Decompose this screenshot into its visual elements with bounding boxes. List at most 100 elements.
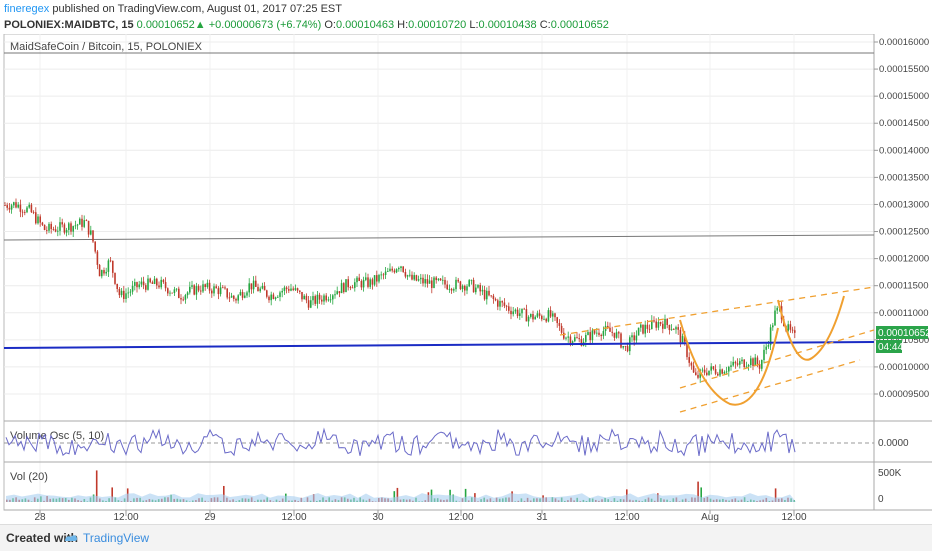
candle-body <box>565 338 567 339</box>
candle-body <box>754 358 756 366</box>
candle-body <box>633 335 635 340</box>
candle-body <box>325 296 327 301</box>
candle-body <box>528 317 530 322</box>
candle-body <box>50 224 52 229</box>
published-text: published on TradingView.com, August 01,… <box>52 3 342 15</box>
candle-body <box>431 280 433 287</box>
candle-body <box>559 323 561 326</box>
candle-body <box>134 282 136 286</box>
candle-body <box>746 367 748 368</box>
candle-body <box>277 297 279 298</box>
candle-body <box>334 294 336 295</box>
candle-body <box>66 230 68 233</box>
candle-body <box>347 279 349 287</box>
chart-area[interactable]: MaidSafeCoin / Bitcoin, 15, POLONIEX Vol… <box>0 34 932 529</box>
candle-body <box>424 279 426 283</box>
candle-body <box>790 324 792 329</box>
candle-body <box>345 279 347 292</box>
plot-frame <box>4 34 874 510</box>
candle-body <box>42 223 44 225</box>
y-tick-label: 0.00013500 <box>879 172 929 183</box>
candle-body <box>35 212 37 223</box>
candle-body <box>578 338 580 339</box>
candle-body <box>4 205 6 206</box>
candle-body <box>59 222 61 231</box>
candle-body <box>523 309 525 310</box>
candle-body <box>708 371 710 375</box>
candle-body <box>145 285 147 290</box>
candle-body <box>231 296 233 298</box>
volume-osc-legend: Volume Osc (5, 10) <box>10 430 104 442</box>
vol-axis-0: 0 <box>878 494 884 505</box>
candle-body <box>314 296 316 304</box>
candle-body <box>176 289 178 290</box>
candle-body <box>383 274 385 275</box>
up-arrow-icon: ▲ <box>195 19 206 31</box>
candle-body <box>616 332 618 338</box>
candle-body <box>229 297 231 298</box>
candle-body <box>24 212 26 213</box>
candle-body <box>237 295 239 300</box>
candle-body <box>675 327 677 329</box>
candle-body <box>585 335 587 342</box>
pair-legend: MaidSafeCoin / Bitcoin, 15, POLONIEX <box>10 41 203 53</box>
candle-body <box>266 290 268 296</box>
chart-svg[interactable]: MaidSafeCoin / Bitcoin, 15, POLONIEX Vol… <box>0 34 932 524</box>
candle-body <box>262 286 264 289</box>
candle-body <box>506 306 508 307</box>
y-tick-label: 0.00013000 <box>879 199 929 210</box>
candle-body <box>281 291 283 292</box>
candle-body <box>248 283 250 292</box>
candle-body <box>416 275 418 281</box>
candle-body <box>11 205 13 209</box>
candle-body <box>440 279 442 281</box>
candle-body <box>193 285 195 294</box>
candle-body <box>570 337 572 344</box>
candle-body <box>317 295 319 304</box>
tradingview-link[interactable]: TradingView <box>64 531 149 545</box>
candle-body <box>57 231 59 232</box>
candle-body <box>662 324 664 329</box>
footer-bar: Created with TradingView <box>0 524 932 551</box>
candle-body <box>653 320 655 321</box>
candle-body <box>284 288 286 291</box>
candle-body <box>339 291 341 293</box>
candle-body <box>143 282 145 286</box>
candle-body <box>207 283 209 287</box>
candle-body <box>693 366 695 373</box>
candle-body <box>341 283 343 293</box>
candle-body <box>625 346 627 347</box>
candle-body <box>420 278 422 279</box>
candle-body <box>312 296 314 300</box>
candle-body <box>211 291 213 294</box>
candle-body <box>473 280 475 292</box>
candle-body <box>169 293 171 294</box>
candle-body <box>17 205 19 208</box>
author-link[interactable]: fineregex <box>4 3 49 15</box>
candle-body <box>198 286 200 290</box>
candle-body <box>301 292 303 299</box>
vol-legend: Vol (20) <box>10 471 48 483</box>
candle-body <box>776 308 778 311</box>
candle-body <box>508 306 510 310</box>
candle-body <box>154 279 156 284</box>
candle-body <box>336 291 338 294</box>
candle-body <box>541 316 543 320</box>
candle-body <box>532 314 534 319</box>
candle-body <box>717 374 719 376</box>
candle-body <box>99 265 101 276</box>
countdown-tag-text: 04:44 <box>878 342 903 353</box>
candle-body <box>385 272 387 275</box>
candle-body <box>444 280 446 285</box>
candle-body <box>677 327 679 330</box>
candle-body <box>462 286 464 289</box>
candle-body <box>680 330 682 343</box>
symbol-label: POLONIEX:MAIDBTC, 15 <box>4 19 134 31</box>
candle-body <box>609 328 611 332</box>
candle-body <box>488 291 490 296</box>
candle-body <box>121 291 123 295</box>
candle-body <box>130 292 132 293</box>
y-tick-label: 0.00011500 <box>879 281 929 292</box>
candle-body <box>178 289 180 298</box>
